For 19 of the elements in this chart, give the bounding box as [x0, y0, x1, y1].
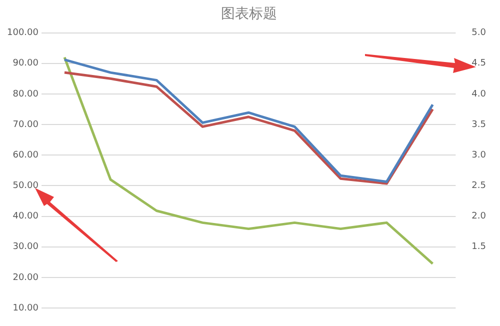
- chart-title: 图表标题: [221, 6, 277, 22]
- y-tick-label: 40.00: [12, 212, 39, 222]
- y-tick-label: 60.00: [12, 150, 39, 160]
- y2-tick-label: 5.0: [472, 28, 486, 38]
- y-tick-label: 20.00: [12, 272, 39, 283]
- y-tick-label: 30.00: [12, 242, 39, 252]
- y-tick-label: 80.00: [12, 89, 39, 100]
- y-tick-label: 70.00: [12, 120, 39, 130]
- y-tick-label: 50.00: [12, 181, 39, 192]
- y-tick-label: 10.00: [12, 303, 39, 314]
- y2-tick-label: 4.5: [472, 58, 486, 69]
- y2-tick-label: 2.5: [472, 181, 486, 192]
- y2-tick-label: 3.0: [472, 150, 486, 160]
- y2-tick-label: 4.0: [472, 89, 486, 100]
- y2-tick-label: 3.5: [472, 120, 486, 130]
- y-tick-label: 100.00: [6, 28, 39, 38]
- y-tick-label: 90.00: [12, 58, 39, 69]
- y2-tick-label: 2.0: [472, 212, 486, 222]
- y2-tick-label: 1.5: [472, 242, 486, 252]
